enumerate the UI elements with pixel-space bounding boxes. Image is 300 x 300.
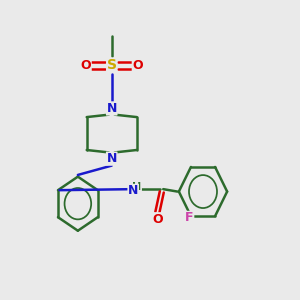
- Text: S: S: [107, 58, 117, 72]
- Text: O: O: [80, 58, 91, 72]
- Text: O: O: [132, 58, 143, 72]
- Text: O: O: [152, 213, 163, 226]
- Text: N: N: [106, 152, 117, 165]
- Text: N: N: [106, 102, 117, 115]
- Text: H: H: [132, 182, 141, 192]
- Text: N: N: [128, 184, 138, 197]
- Text: F: F: [185, 212, 194, 224]
